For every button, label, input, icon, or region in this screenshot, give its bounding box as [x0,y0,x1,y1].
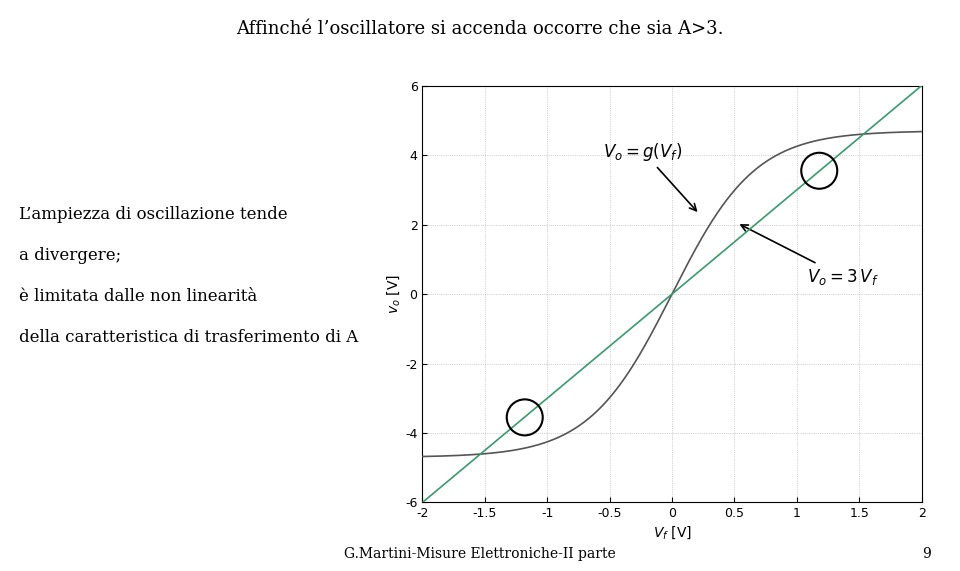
Text: della caratteristica di trasferimento di A: della caratteristica di trasferimento di… [19,329,358,346]
Text: 9: 9 [923,546,931,561]
X-axis label: $V_f$ [V]: $V_f$ [V] [653,525,691,541]
Text: è limitata dalle non linearità: è limitata dalle non linearità [19,288,257,305]
Text: L’ampiezza di oscillazione tende: L’ampiezza di oscillazione tende [19,206,288,223]
Text: Affinché l’oscillatore si accenda occorre che sia A>3.: Affinché l’oscillatore si accenda occorr… [236,20,724,38]
Text: $V_o = 3\,V_f$: $V_o = 3\,V_f$ [741,225,878,287]
Text: a divergere;: a divergere; [19,247,121,264]
Text: $V_o = g(V_f)$: $V_o = g(V_f)$ [604,140,696,211]
Text: G.Martini-Misure Elettroniche-II parte: G.Martini-Misure Elettroniche-II parte [344,546,616,561]
Y-axis label: $v_o$ [V]: $v_o$ [V] [386,274,402,314]
